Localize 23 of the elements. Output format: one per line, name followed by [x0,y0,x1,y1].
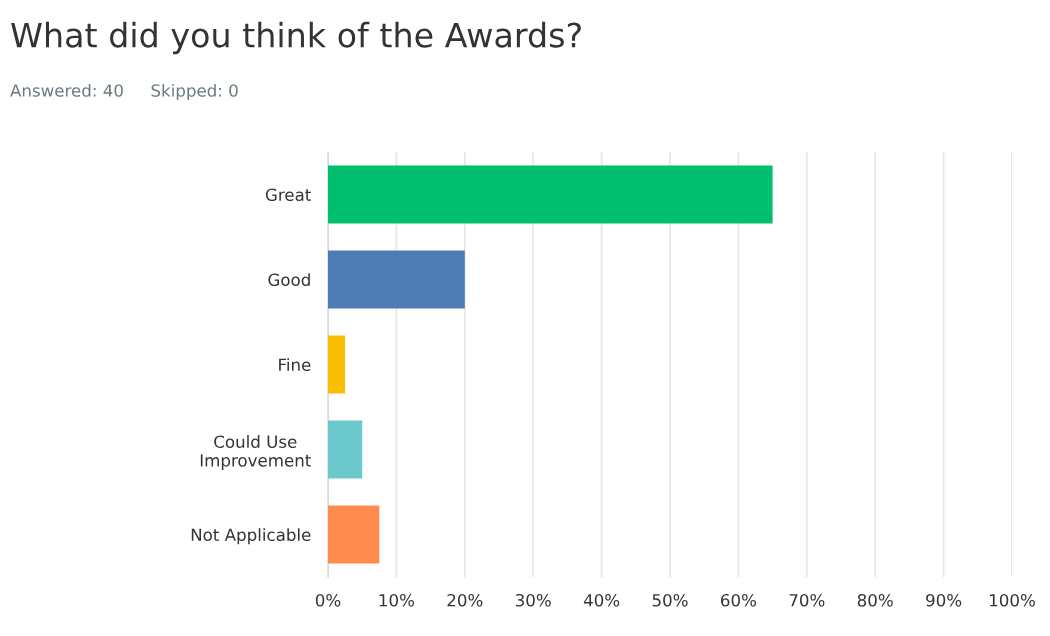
bar [328,250,465,309]
x-tick-label: 70% [789,593,825,607]
y-tick-label: Good [268,273,310,287]
text: Answered: 40 Skipped: 0 [10,83,238,101]
bar [328,335,346,394]
bar [328,420,363,479]
x-tick-label: 50% [652,593,688,607]
x-tick-label: 90% [926,593,962,607]
x-tick-label: 10% [379,593,414,607]
x-tick-label: 40% [583,593,620,607]
x-tick-label: 60% [721,593,756,607]
x-tick-label: 20% [447,593,483,607]
bar [328,165,773,224]
y-tick-label: Could Use Improvement [200,435,311,470]
x-tick-label: 0% [315,593,341,607]
y-tick-label: Fine [279,358,311,372]
chart-title: What did you think of the Awards? [11,21,581,55]
bar [328,505,380,564]
y-tick-label: Not Applicable [191,528,311,545]
x-tick-label: 80% [857,593,893,607]
x-tick-label: 30% [515,593,551,607]
x-tick-label: 100% [990,593,1035,607]
y-tick-label: Great [265,188,311,202]
